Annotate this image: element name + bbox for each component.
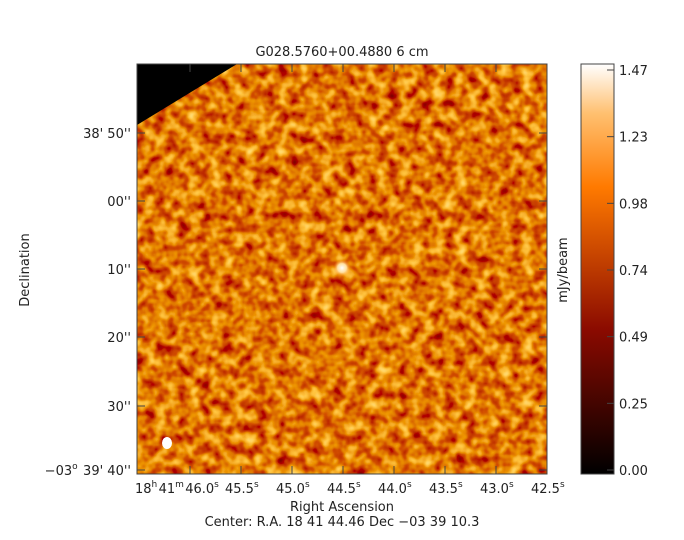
footer: Center: R.A. 18 41 44.46 Dec −03 39 10.3 — [205, 515, 480, 530]
colorbar-tick-label: 0.98 — [619, 197, 648, 212]
beam — [162, 437, 172, 449]
tick-sup: s — [509, 480, 514, 490]
spacer — [565, 482, 566, 497]
spacer — [219, 482, 220, 497]
colorbar-tick-label: 1.23 — [619, 131, 648, 146]
tick-text: 45.0 — [276, 482, 305, 497]
y-axis-label: Declination — [18, 233, 33, 307]
tick-label: 42.5s — [531, 480, 566, 497]
colorbar-tick-label: 0.25 — [619, 397, 648, 412]
source — [333, 259, 351, 277]
tick-sup: s — [560, 480, 565, 490]
tick-label: 43.0s — [480, 480, 515, 497]
tick-label: 18h 41m 46.0s — [135, 480, 220, 497]
tick-label: 00'' — [107, 195, 131, 210]
tick-label: 45.0s — [276, 480, 311, 497]
tick-sup: s — [458, 480, 463, 490]
spacer — [259, 482, 260, 497]
tick-text: 20'' — [107, 331, 131, 346]
tick-text: 43.0 — [480, 482, 509, 497]
tick-sup: s — [356, 480, 361, 490]
tick-text: 45.5 — [225, 482, 254, 497]
tick-label: 44.0s — [378, 480, 413, 497]
tick-text: 44.5 — [327, 482, 356, 497]
tick-text: 44.0 — [378, 482, 407, 497]
blank-corner — [137, 64, 237, 125]
tick-text: 18 — [135, 482, 152, 497]
colorbar-tick-label: 0.49 — [619, 331, 648, 346]
tick-sup: s — [214, 480, 219, 490]
colorbar-tick-label: 1.47 — [619, 64, 648, 79]
tick-text: 43.5 — [429, 482, 458, 497]
tick-label: 30'' — [107, 400, 131, 415]
colorbar-tick-label: 0.74 — [619, 264, 648, 279]
tick-text: 38' 50'' — [83, 127, 131, 142]
tick-label: 38' 50'' — [83, 127, 131, 142]
tick-sup: s — [305, 480, 310, 490]
tick-text: 00'' — [107, 195, 131, 210]
tick-label: 43.5s — [429, 480, 464, 497]
spacer — [463, 482, 464, 497]
tick-text: 42.5 — [531, 482, 560, 497]
tick-sup: h — [152, 480, 158, 490]
tick-label: −03o 39' 40'' — [45, 462, 131, 479]
spacer — [412, 482, 413, 497]
tick-sup: o — [72, 462, 78, 472]
tick-label: 10'' — [107, 263, 131, 278]
ticks: 0.00 0.25 0.49 0.74 0.98 1.23 1.47 18h 41m 46.0… — [45, 64, 648, 497]
colorbar-label: mJy/beam — [556, 237, 571, 302]
spacer — [514, 482, 515, 497]
tick-text: 39' 40'' — [79, 464, 131, 479]
title: G028.5760+00.4880 6 cm — [255, 45, 428, 60]
x-axis-label: Right Ascension — [290, 500, 394, 515]
spacer — [361, 482, 362, 497]
tick-text: 10'' — [107, 263, 131, 278]
tick-text: −03 — [45, 464, 72, 479]
tick-sup: m — [175, 480, 184, 490]
tick-label: 44.5s — [327, 480, 362, 497]
tick-text: 46.0 — [185, 482, 214, 497]
tick-sup: s — [254, 480, 259, 490]
spacer — [310, 482, 311, 497]
colorbar-tick-label: 0.00 — [619, 464, 648, 479]
tick-text: 41 — [159, 482, 176, 497]
tick-label: 45.5s — [225, 480, 260, 497]
tick-sup: s — [407, 480, 412, 490]
tick-text: 30'' — [107, 400, 131, 415]
tick-label: 20'' — [107, 331, 131, 346]
colorbar — [580, 63, 615, 475]
